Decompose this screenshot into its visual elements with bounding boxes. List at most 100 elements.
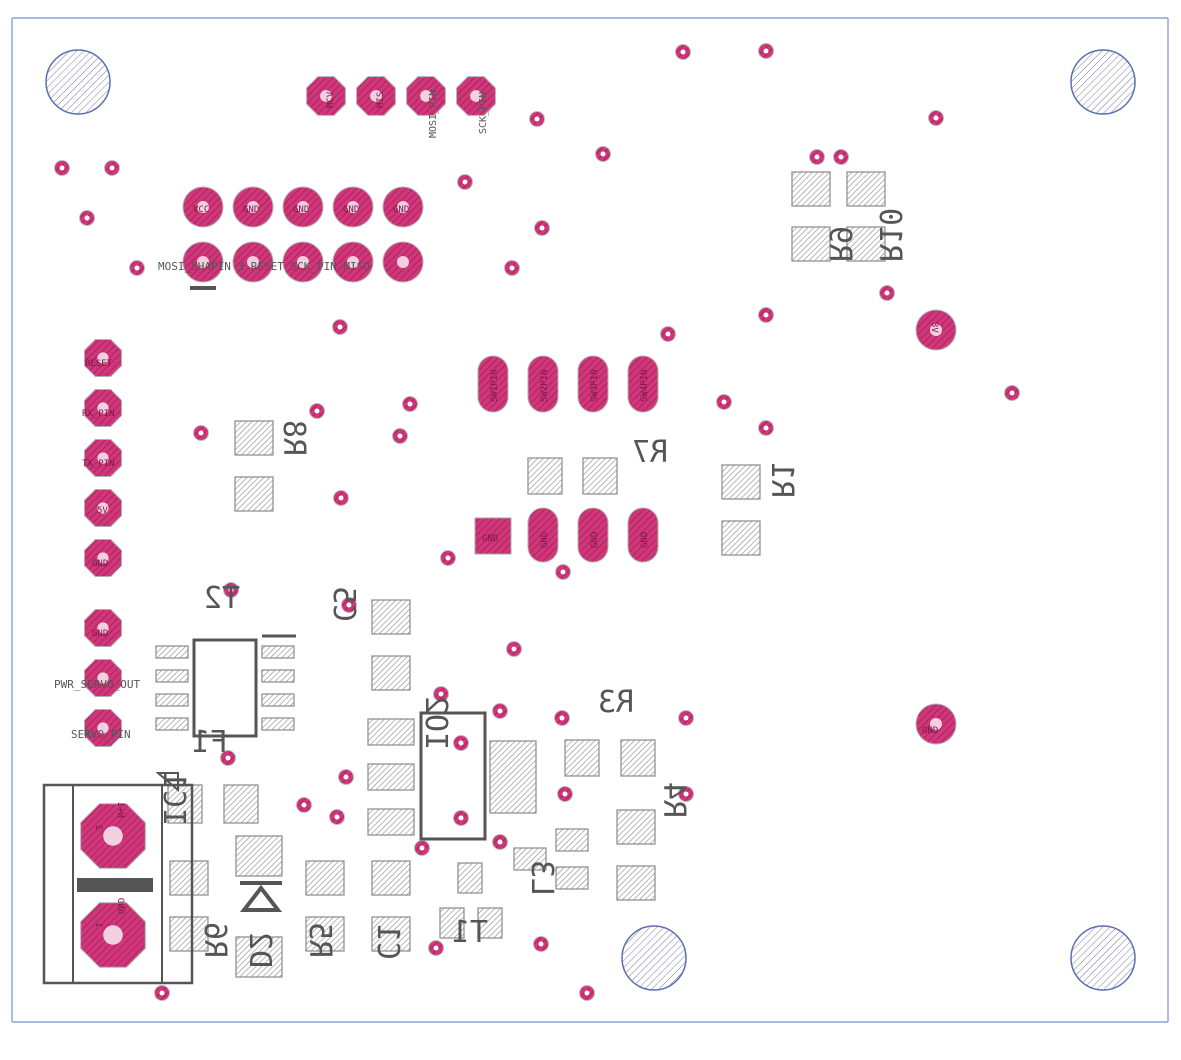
drill-hole <box>97 552 109 564</box>
smd-pad <box>155 669 189 683</box>
power-pad-label: GND <box>922 726 938 736</box>
t2-body <box>192 638 258 738</box>
smd-pad <box>791 171 831 207</box>
via-drill <box>198 430 204 436</box>
terminal-pads: N+1 GND 2 1 <box>80 802 146 968</box>
smd-pad <box>305 916 345 952</box>
via-drill <box>538 941 544 947</box>
oblong-pad <box>577 507 609 563</box>
via-drill <box>680 49 686 55</box>
mounting-holes <box>45 49 1136 991</box>
smd-pad <box>439 907 465 939</box>
power-pad-label: 3V <box>929 322 939 333</box>
smd-pad <box>371 655 411 691</box>
smd-pad <box>261 645 295 659</box>
smd-pad <box>846 171 886 207</box>
drill-hole <box>103 925 123 945</box>
via-drill <box>511 646 517 652</box>
smd-pad <box>234 476 274 512</box>
drill-hole <box>103 826 123 846</box>
ref-r1: R1 <box>764 462 799 498</box>
power-pads: 3V GND <box>915 309 957 745</box>
left-pad-label: RX_PIN <box>82 409 115 419</box>
mounting-hole-icon <box>1070 49 1136 115</box>
ref-r6: R6 <box>197 922 232 958</box>
smd-pad <box>846 226 886 262</box>
terminal-num: 2 <box>93 825 103 830</box>
smd-pad <box>489 740 537 814</box>
smd-pad <box>582 457 618 495</box>
smd-pad <box>457 862 483 894</box>
smd-pad <box>261 717 295 731</box>
left-header: RESET RX_PIN TX_PIN 5V GND <box>82 339 122 577</box>
via-drill <box>433 945 439 951</box>
via-drill <box>445 555 451 561</box>
ref-c5: C5 <box>326 586 361 622</box>
smd-pad <box>305 860 345 896</box>
via-drill <box>458 815 464 821</box>
via-drill <box>301 802 307 808</box>
smd-pad <box>167 784 203 824</box>
diode-icon <box>239 881 283 912</box>
via-drill <box>539 225 545 231</box>
drill-hole <box>420 90 432 102</box>
via-drill <box>159 990 165 996</box>
via-drill <box>584 990 590 996</box>
ref-f1: F1 <box>192 725 228 760</box>
smd-pad <box>791 226 831 262</box>
square-pad <box>474 517 512 555</box>
ref-r10: R10 <box>872 208 907 262</box>
via-drill <box>84 215 90 221</box>
top-pad-label: MCV <box>326 91 336 108</box>
via-drill <box>560 569 566 575</box>
oblong-pad <box>577 355 609 413</box>
left-pad-label: TX_PIN <box>82 459 115 469</box>
drill-hole <box>347 256 359 268</box>
via-drill <box>509 265 515 271</box>
smd-pad <box>169 860 209 896</box>
oblong-pad <box>477 355 509 413</box>
smd-pad <box>169 916 209 952</box>
via-drill <box>884 290 890 296</box>
terminal-label: GND <box>115 898 125 914</box>
via-drill <box>562 791 568 797</box>
sw-pad-label: SW2PIN <box>540 369 550 402</box>
oblong-pad <box>527 507 559 563</box>
sw-pad-label: SW3PIN <box>590 369 600 402</box>
via-drill <box>497 839 503 845</box>
sw-bottom-label: GND <box>640 532 650 548</box>
terminal-block-outline <box>42 783 194 985</box>
isp-label-vcc: VCC <box>193 205 209 215</box>
sw-pad-label: SW1PIN <box>490 369 500 402</box>
via-drill <box>337 324 343 330</box>
io2-body <box>419 711 487 841</box>
via-drill <box>600 151 606 157</box>
via-drill <box>346 602 352 608</box>
pin1-marker <box>190 286 216 290</box>
via-drill <box>407 401 413 407</box>
smd-pad <box>367 763 415 791</box>
smd-pad <box>721 520 761 556</box>
ref-t2: T2 <box>204 581 240 616</box>
switch-pads: SW1PIN SW2PIN SW3PIN SW4PIN GND GND GND … <box>474 355 659 563</box>
drill-hole <box>247 256 259 268</box>
smd-pad <box>235 936 283 978</box>
ref-r3: R3 <box>598 685 634 720</box>
via-drill <box>534 116 540 122</box>
drill-hole <box>470 90 482 102</box>
terminal-divider <box>77 878 153 892</box>
drill-hole <box>397 201 409 213</box>
smd-pad <box>371 599 411 635</box>
smd-pad <box>155 717 189 731</box>
isp-label-gnd: GND <box>243 205 259 215</box>
left-pad-label: RESET <box>85 359 113 369</box>
drill-hole <box>97 672 109 684</box>
silkscreen <box>42 634 487 985</box>
isp-row2-labels: MOSI_SHAPIN 3 RESET SCK_PIN MISO <box>158 260 370 273</box>
mounting-hole-icon <box>45 49 111 115</box>
smd-pad <box>721 464 761 500</box>
terminal-label: N+1 <box>115 802 125 818</box>
drill-hole <box>347 201 359 213</box>
via-drill <box>683 715 689 721</box>
